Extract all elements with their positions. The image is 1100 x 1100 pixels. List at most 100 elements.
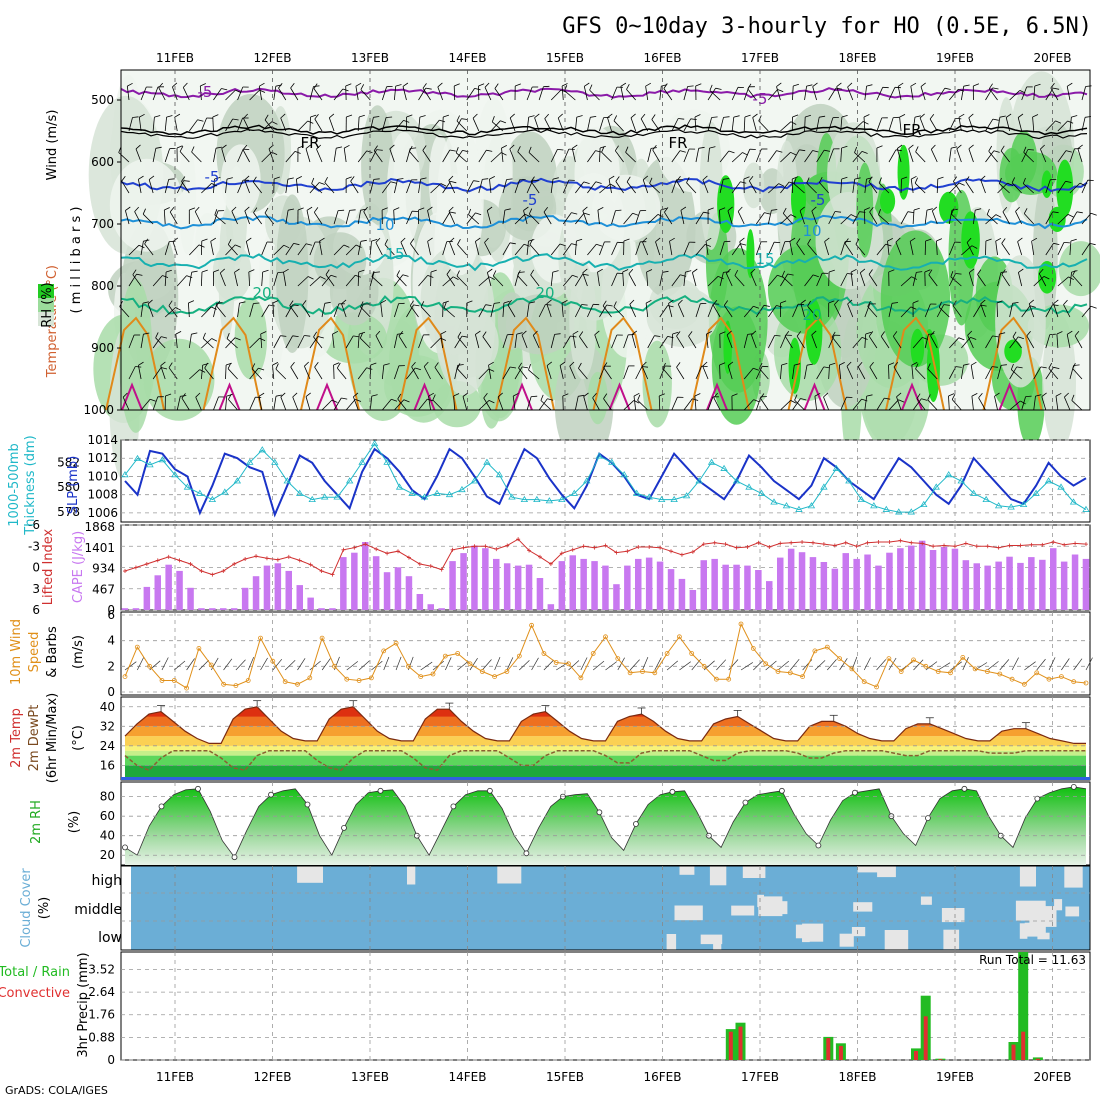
bottom-date-label: 17FEB [741,1070,779,1084]
wind-barb-feather [800,398,807,401]
wind-barb [478,304,486,318]
wind-barb-feather [723,300,729,306]
wind-barb-feather [383,363,390,366]
wind-barb-feather [409,300,414,306]
wind-barb [290,366,299,380]
wind-barb-feather [1076,211,1083,214]
wind-barb [457,244,468,256]
precip-tick-label: 0 [107,1053,115,1067]
wind-barb [353,396,359,411]
wind-barb-feather [937,176,944,180]
wind-barb [478,149,487,163]
wind-barb-feather [516,332,523,335]
wind-barb [1031,241,1035,256]
wind-barb [671,274,681,287]
slp-tick-label: 1008 [87,488,118,502]
wind-barb-feather [728,150,735,154]
wind-barb [868,336,878,349]
contour-label: 10 [802,222,821,240]
wind-barb-feather [777,274,784,278]
wind-barb [213,303,218,318]
li-point [385,551,390,556]
wind-barb-feather [214,177,221,180]
wind-barb [659,365,666,380]
thickness-point [383,458,391,465]
thickness-point [932,483,940,490]
wind-barb-feather [601,146,605,153]
wind-barb-feather [654,335,661,337]
wind-barb-feather [336,362,341,369]
wind-barb-feather [985,238,992,242]
wind-barb [285,335,293,349]
rh-shade-blob [436,126,484,276]
thickness-point [133,454,142,462]
li-point [450,547,455,552]
wind-barb-feather [672,331,679,335]
wind-barb [631,334,637,349]
wind-barb-feather [522,366,529,369]
wind-barb-feather [782,207,787,214]
wind-barb [526,117,530,132]
wind-barb [188,334,192,349]
wind-barb-feather [204,362,209,369]
wind-barb [422,87,431,101]
wind10-point [763,661,769,667]
wind-barb-feather [878,177,882,184]
wind-barb-feather [719,207,726,211]
cape-bar [241,587,249,610]
wind-barb-feather [121,176,126,182]
wind-barb-feather [292,335,299,337]
wind-barb [1017,117,1023,132]
wind-barb [743,334,748,349]
rh-shade-blob [708,247,768,393]
wind10-barb [469,658,478,671]
wind10-barb [913,659,924,671]
wind-barb [285,304,293,318]
wind-barb-feather [503,300,510,304]
wind-barb [442,181,451,194]
thickness-point [632,489,641,496]
wind-barb [302,304,311,318]
wind-barb [743,399,754,411]
wind-barb-feather [583,181,590,184]
wind10-point [479,669,485,674]
wind-barb-feather [528,115,535,118]
wind-barb-feather [992,87,999,90]
wind-barb-feather [197,119,204,122]
wind-barb-feather [702,361,708,367]
cape-bar [580,558,587,610]
wind-barb-feather [454,83,460,87]
wind-barb-feather [316,144,322,150]
bottom-date-label: 12FEB [254,1070,292,1084]
rh-point [122,844,128,851]
wind-barb-feather [640,113,646,119]
wind10-barb [284,660,296,671]
wind-barb [245,241,251,256]
wind-barb-feather [314,114,319,120]
wind-barb [859,272,866,287]
wind-barb-feather [929,114,935,120]
wind-barb [768,183,779,194]
wind-barb-feather [507,300,512,306]
wind-barb-feather [938,301,942,308]
wind-barb-feather [967,330,973,336]
wind-barb [478,368,489,380]
precip-convective-bar [914,1051,918,1060]
wind-barb-feather [707,207,714,211]
thickness-point [945,471,953,478]
wind-barb [176,396,181,411]
wind-barb [382,181,391,194]
wind-barb [1041,396,1047,411]
wind-barb [614,150,624,163]
wind-barb [292,396,299,411]
wind-barb [152,367,162,380]
wind-barb-feather [341,299,347,305]
wind-barb [242,149,250,163]
precip-convective-bar [1011,1044,1016,1060]
thickness-point [857,495,866,503]
wind10-barb [358,660,370,671]
wind-barb [792,149,800,163]
thickness-point [608,458,616,465]
wind-barb [743,367,754,380]
wind-barb [671,397,678,411]
